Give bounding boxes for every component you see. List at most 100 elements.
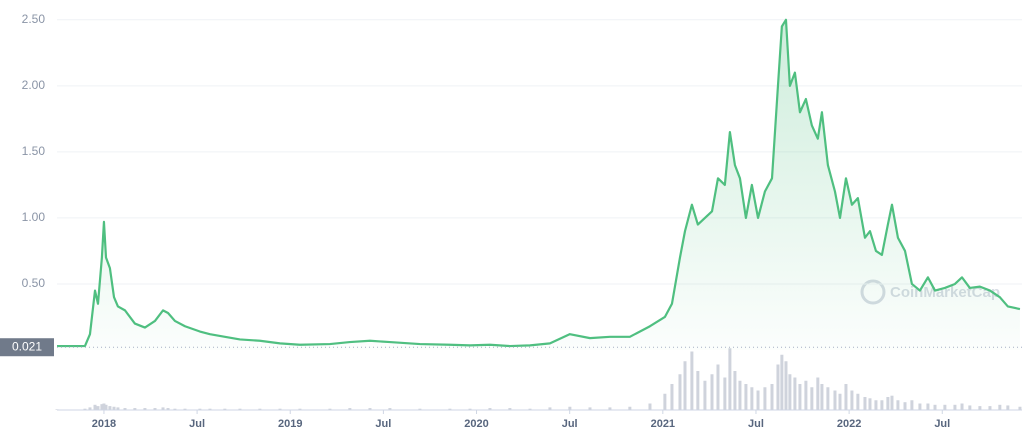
baseline-badge [0,338,54,357]
volume-bar [856,393,860,410]
y-tick-label: 2.00 [22,78,46,92]
x-tick-label: 2020 [464,418,488,430]
volume-bar [568,406,572,410]
volume-bar [488,408,492,410]
volume-bar [208,408,212,410]
x-tick-label: 2021 [651,418,675,430]
volume-bar [723,377,727,410]
baseline-label: 0.021 [12,339,42,353]
volume-bar [388,408,392,410]
volume-bar [143,408,147,410]
volume-bar [874,400,878,410]
x-tick-label: 2018 [92,418,116,430]
volume-bar [683,361,687,410]
x-tick-label: Jul [375,418,391,430]
volume-bar [868,398,872,410]
volume-bar [926,403,930,410]
volume-bar [278,408,282,410]
volume-bar [648,403,652,410]
volume-bar [886,397,890,410]
y-tick-label: 1.50 [22,144,46,158]
volume-bar [508,408,512,410]
volume-bar [756,390,760,410]
volume-bar [448,408,452,410]
volume-bar [418,408,422,410]
volume-bar [978,406,982,410]
x-tick-label: Jul [189,418,205,430]
volume-bar [690,351,694,410]
volume-bar [816,377,820,410]
volume-bar [161,407,165,410]
volume-bar [933,404,937,410]
volume-bar [183,408,187,410]
volume-bar [744,384,748,410]
volume-bar [703,380,707,410]
volume-bar [153,408,157,410]
volume-bar [100,404,104,410]
volume-bar [804,380,808,410]
volume-bar [910,400,914,410]
volume-bar [678,374,682,410]
volume-bar [608,407,612,410]
volume-bar [968,405,972,410]
volume-bar [628,406,632,410]
volume-bar [763,387,767,410]
volume-bar [1018,406,1022,410]
volume-bar [716,364,720,410]
volume-bar [710,374,714,410]
volume-bar [663,393,667,410]
volume-bar [960,403,964,410]
volume-bar [810,387,814,410]
volume-bar [83,408,87,410]
volume-bar [198,408,202,410]
volume-bar [728,348,732,410]
x-tick-label: 2019 [278,418,302,430]
volume-bar [298,408,302,410]
volume-bar [116,407,120,410]
volume-bar [173,408,177,410]
x-tick-label: Jul [748,418,764,430]
y-tick-label: 2.50 [22,12,46,26]
volume-bar [953,404,957,410]
volume-bar [798,384,802,410]
y-tick-label: 0.50 [22,276,46,290]
volume-bar [696,371,700,410]
volume-bar [863,397,867,410]
volume-bar [738,380,742,410]
volume-bar [93,404,97,410]
volume-bar [844,384,848,410]
volume-bar [104,404,108,410]
volume-bar [903,402,907,410]
volume-bar [348,408,352,410]
x-tick-label: Jul [934,418,950,430]
volume-bar [258,408,262,410]
volume-bar [96,406,100,410]
volume-bar [368,408,372,410]
volume-bar [988,406,992,410]
volume-bar [788,374,792,410]
volume-bar [328,408,332,410]
area-fill [57,19,1020,351]
volume-bar [733,371,737,410]
volume-bar [670,384,674,410]
volume-bar [528,408,532,410]
volume-bar [943,404,947,410]
volume-bar [880,400,884,410]
volume-bar [108,406,112,410]
volume-bar [838,393,842,410]
volume-bar [998,404,1002,410]
volume-bar [826,387,830,410]
volume-bar [776,364,780,410]
volume-bar [238,408,242,410]
volume-bar [223,408,227,410]
volume-bar [890,395,894,410]
volume-bar [750,387,754,410]
x-tick-label: 2022 [837,418,861,430]
volume-bar [918,403,922,410]
volume-bar [850,390,854,410]
x-tick-label: Jul [562,418,578,430]
volume-bar [548,407,552,410]
volume-bar [102,403,106,410]
volume-bar [784,361,788,410]
